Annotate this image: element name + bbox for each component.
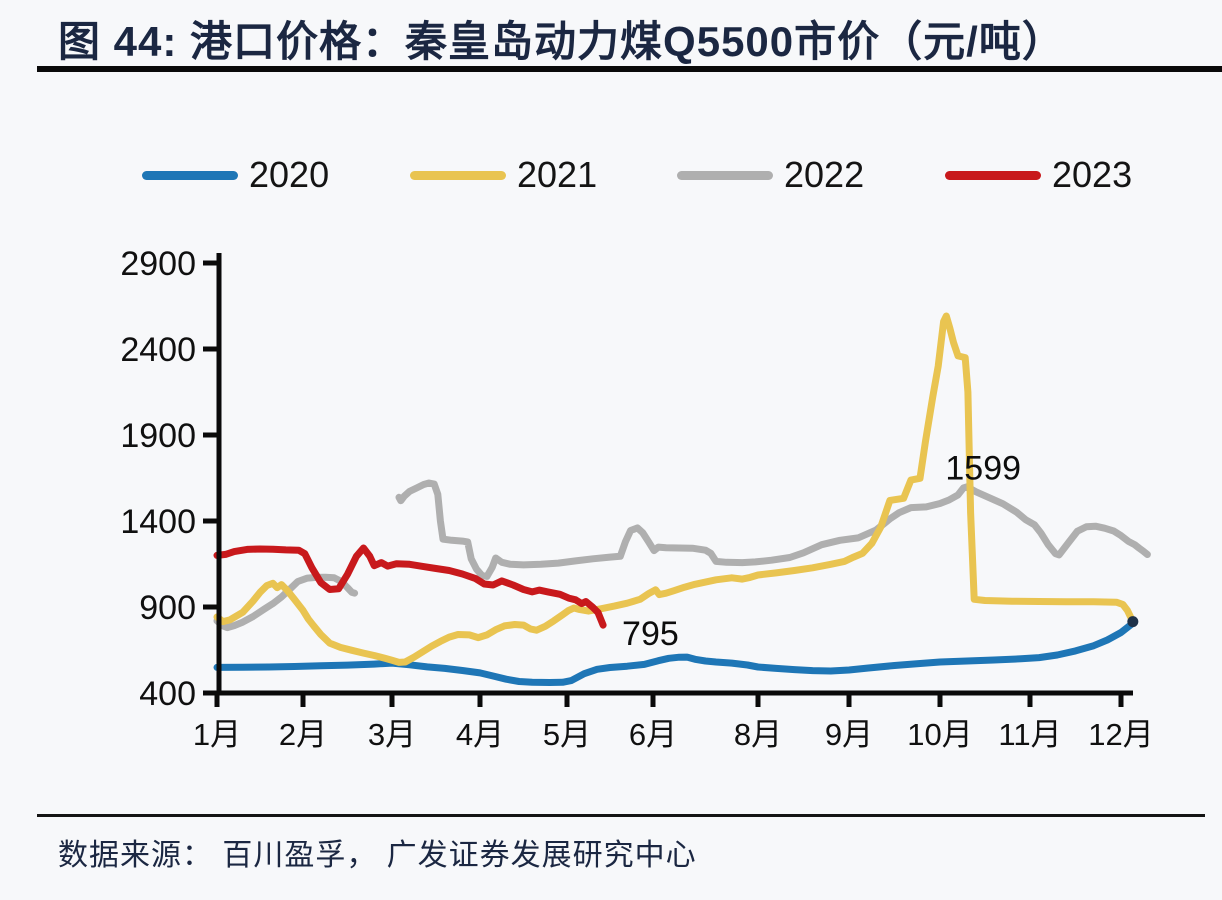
- figure-title: 图 44: 港口价格：秦皇岛动力煤Q5500市价（元/吨）: [58, 18, 1065, 65]
- y-tick-label: 2400: [120, 331, 196, 369]
- legend-item-2022: 2022: [677, 157, 864, 193]
- y-tick-label: 2900: [120, 245, 196, 283]
- series-end-marker: [1127, 616, 1139, 628]
- x-tick-label: 2月: [279, 717, 327, 752]
- x-tick-label: 4月: [456, 717, 504, 752]
- legend-swatch-2023: [945, 170, 1041, 180]
- annotation-1599: 1599: [945, 450, 1021, 488]
- x-tick-label: 10月: [907, 717, 972, 752]
- legend-label-2023: 2023: [1052, 154, 1133, 195]
- legend-swatch-2022: [677, 170, 773, 180]
- series-line-2020: [213, 619, 1137, 686]
- legend-label-2020: 2020: [249, 154, 330, 195]
- y-tick-label: 900: [139, 589, 196, 627]
- x-tick-label: 9月: [825, 717, 873, 752]
- y-tick-label: 1900: [120, 417, 196, 455]
- legend-label-2021: 2021: [517, 154, 598, 195]
- series-line-2023: [213, 544, 607, 629]
- x-tick-label: 11月: [998, 717, 1061, 752]
- legend-item-2021: 2021: [410, 157, 597, 193]
- x-tick-label: 5月: [543, 717, 591, 752]
- x-tick-label: 12月: [1088, 717, 1153, 752]
- x-tick-label: 8月: [734, 717, 782, 752]
- legend-item-2020: 2020: [142, 157, 329, 193]
- series-line-2022: [395, 479, 1151, 580]
- legend-label-2022: 2022: [784, 154, 865, 195]
- x-tick-label: 1月: [193, 717, 241, 752]
- data-source: 数据来源： 百川盈孚， 广发证券发展研究中心: [58, 839, 697, 872]
- legend-swatch-2021: [410, 170, 506, 180]
- legend-swatch-2020: [142, 170, 238, 180]
- footer-divider: [37, 814, 1205, 817]
- x-tick-label: 6月: [629, 717, 677, 752]
- y-tick-label: 1400: [120, 503, 196, 541]
- series-line-2021: [213, 312, 1137, 666]
- legend-item-2023: 2023: [945, 157, 1132, 193]
- x-tick-label: 3月: [368, 717, 416, 752]
- title-divider: [37, 66, 1222, 72]
- y-tick-label: 400: [139, 675, 196, 713]
- legend: 2020 2021 2022 2023: [0, 157, 1222, 197]
- annotation-795: 795: [622, 615, 679, 653]
